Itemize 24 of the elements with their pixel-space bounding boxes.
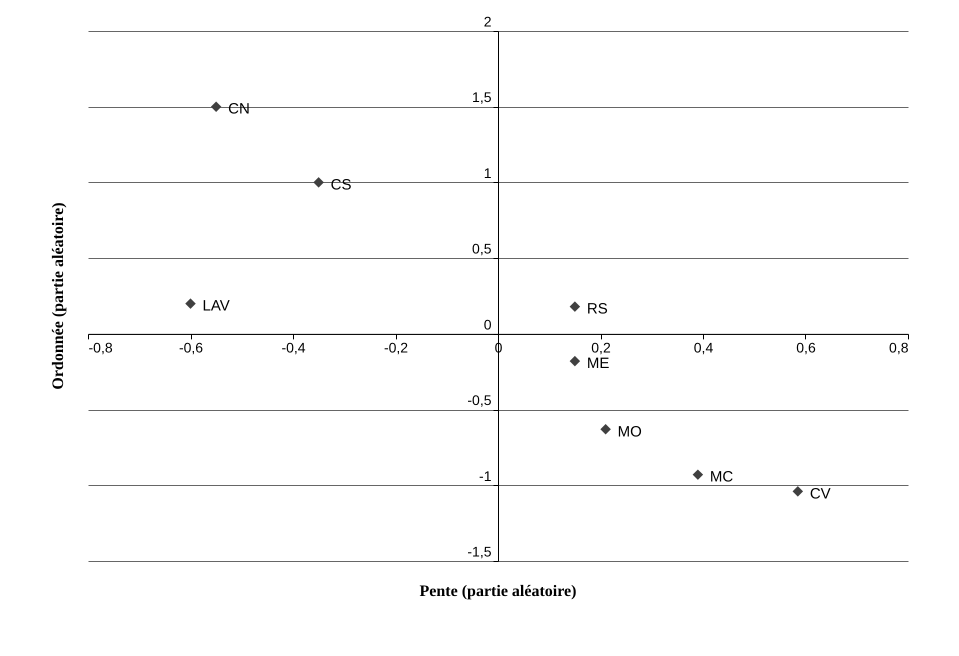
x-tick-label: -0,4: [281, 339, 306, 356]
annotation: CV: [810, 485, 831, 502]
x-tick-label: -0,8: [88, 339, 113, 356]
y-tick-label: 2: [484, 14, 492, 30]
y-tick-label: 1: [484, 164, 492, 181]
x-tick-label: 0,8: [889, 339, 909, 356]
y-tick-label: -1,5: [467, 544, 492, 560]
x-tick-label: 0,2: [591, 339, 611, 356]
x-tick-label: -0,6: [178, 339, 204, 356]
y-tick-label: -0,5: [467, 392, 492, 408]
annotation: MC: [710, 468, 734, 486]
y-tick-label: 0: [484, 316, 492, 332]
annotation: ME: [586, 355, 610, 372]
annotation: RS: [586, 300, 608, 318]
y-tick-label: 0,5: [472, 240, 492, 257]
x-tick-label: 0,4: [694, 339, 714, 356]
y-tick-label: 1,5: [472, 89, 492, 106]
x-tick-label: -0,2: [384, 339, 408, 356]
x-axis-title: Pente (partie aléatoire): [420, 583, 576, 600]
annotation: MO: [618, 423, 642, 440]
y-tick-label: -1: [479, 468, 492, 484]
x-tick-label: 0,6: [796, 339, 816, 356]
annotation: LAV: [202, 298, 230, 315]
y-axis-title: Ordonnée (partie aléatoire): [50, 202, 67, 390]
